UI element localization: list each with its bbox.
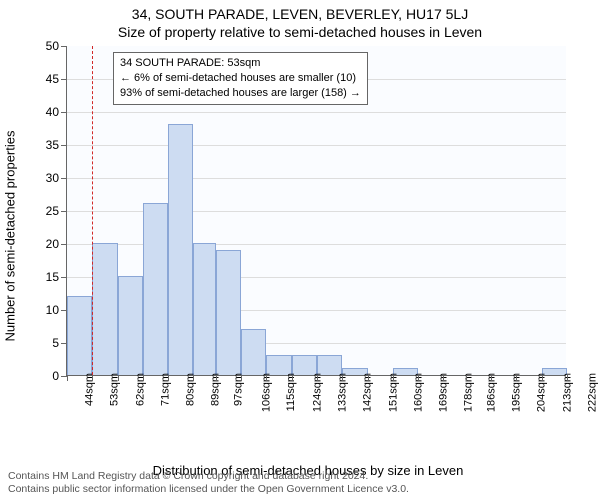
x-tick <box>516 375 517 381</box>
chart-container: Number of semi-detached properties 05101… <box>38 46 578 426</box>
y-tick-label: 25 <box>39 204 59 218</box>
x-tick <box>266 375 267 381</box>
histogram-bar <box>67 296 92 375</box>
x-tick <box>193 375 194 381</box>
x-tick-label: 80sqm <box>185 373 197 406</box>
footer-line-1: Contains HM Land Registry data © Crown c… <box>8 470 409 483</box>
x-tick-label: 44sqm <box>84 373 96 406</box>
histogram-bar <box>241 329 266 375</box>
info-box-line-2: ← 6% of semi-detached houses are smaller… <box>120 71 361 86</box>
x-tick <box>567 375 568 381</box>
x-tick <box>292 375 293 381</box>
y-tick-label: 10 <box>39 303 59 317</box>
x-tick <box>216 375 217 381</box>
y-tick <box>61 46 67 47</box>
y-tick-label: 5 <box>39 336 59 350</box>
y-tick <box>61 79 67 80</box>
histogram-bar <box>216 250 241 375</box>
x-tick-label: 222sqm <box>587 373 599 412</box>
x-tick <box>368 375 369 381</box>
x-tick <box>542 375 543 381</box>
histogram-bar <box>143 203 168 375</box>
gridline-h <box>67 145 566 146</box>
y-tick <box>61 112 67 113</box>
gridline-h <box>67 112 566 113</box>
plot-area: 0510152025303540455044sqm53sqm62sqm71sqm… <box>66 46 566 376</box>
y-tick-label: 35 <box>39 138 59 152</box>
y-tick <box>61 277 67 278</box>
x-tick <box>118 375 119 381</box>
x-tick <box>92 375 93 381</box>
y-tick <box>61 211 67 212</box>
x-tick <box>67 375 68 381</box>
x-tick <box>317 375 318 381</box>
y-tick-label: 0 <box>39 369 59 383</box>
x-tick <box>443 375 444 381</box>
y-tick-label: 40 <box>39 105 59 119</box>
gridline-h <box>67 178 566 179</box>
x-tick-label: 62sqm <box>134 373 146 406</box>
page-subtitle: Size of property relative to semi-detach… <box>0 22 600 40</box>
reference-marker-line <box>92 46 93 375</box>
x-tick <box>168 375 169 381</box>
footer-line-2: Contains public sector information licen… <box>8 483 409 496</box>
page-title-address: 34, SOUTH PARADE, LEVEN, BEVERLEY, HU17 … <box>0 0 600 22</box>
x-tick-label: 71sqm <box>159 373 171 406</box>
x-tick <box>466 375 467 381</box>
histogram-bar <box>168 124 193 375</box>
info-box-line-1: 34 SOUTH PARADE: 53sqm <box>120 56 361 71</box>
y-tick-label: 45 <box>39 72 59 86</box>
y-tick-label: 15 <box>39 270 59 284</box>
y-tick-label: 20 <box>39 237 59 251</box>
info-box-line-3: 93% of semi-detached houses are larger (… <box>120 86 361 101</box>
y-tick <box>61 178 67 179</box>
x-tick-label: 178sqm <box>463 373 475 412</box>
histogram-bar <box>193 243 215 375</box>
x-tick <box>143 375 144 381</box>
x-tick-label: 53sqm <box>109 373 121 406</box>
y-axis-label: Number of semi-detached properties <box>3 131 18 342</box>
x-tick <box>342 375 343 381</box>
histogram-bar <box>118 276 143 375</box>
y-tick <box>61 244 67 245</box>
x-tick <box>393 375 394 381</box>
y-tick-label: 50 <box>39 39 59 53</box>
info-box: 34 SOUTH PARADE: 53sqm← 6% of semi-detac… <box>113 52 368 105</box>
x-tick-label: 97sqm <box>232 373 244 406</box>
y-tick <box>61 145 67 146</box>
x-tick <box>418 375 419 381</box>
x-tick <box>241 375 242 381</box>
footer-attribution: Contains HM Land Registry data © Crown c… <box>8 470 409 496</box>
x-tick <box>491 375 492 381</box>
histogram-bar <box>92 243 117 375</box>
y-tick-label: 30 <box>39 171 59 185</box>
